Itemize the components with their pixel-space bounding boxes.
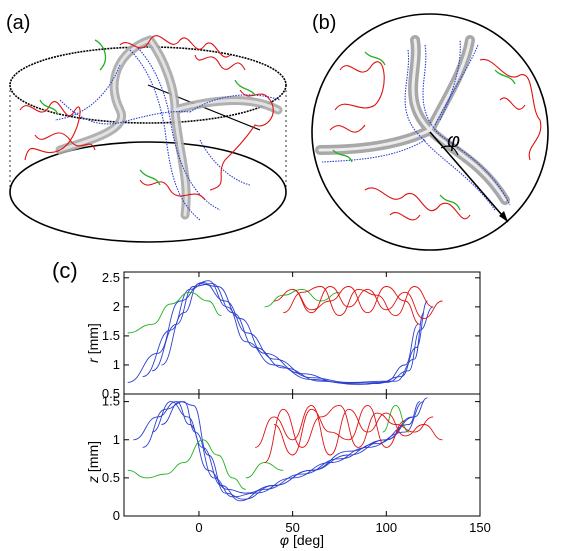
angle-label-b: φ — [447, 130, 460, 152]
traj-red-b6 — [389, 212, 421, 221]
traj-green-b1 — [364, 51, 386, 66]
traj-blue-b5 — [439, 39, 461, 121]
ribbon-highlight-b3 — [428, 38, 472, 132]
xlabel-unit: [deg] — [293, 532, 324, 548]
traj-green-b4 — [332, 149, 353, 163]
angle-arc-b — [440, 145, 459, 156]
ylabel-bottom-unit: [mm] — [85, 441, 101, 472]
xtick-label: 100 — [375, 520, 397, 535]
traj-green-b3 — [439, 194, 461, 211]
ribbon-a-highlight — [58, 38, 280, 217]
traj-green-b2 — [494, 69, 516, 85]
ribbon-highlight-a2 — [58, 38, 152, 152]
ytick-label: 2 — [113, 299, 120, 314]
traj-blue-b3 — [321, 139, 426, 163]
radius-arrowhead-b — [499, 211, 508, 222]
traj-blue-a4 — [189, 94, 281, 113]
xlabel-bottom: φ [deg] — [280, 532, 324, 548]
panel-label-c: (c) — [52, 258, 78, 283]
traj-red-b1 — [334, 61, 385, 111]
ytick-label: 2.5 — [102, 270, 120, 285]
series-line-blue — [161, 401, 413, 500]
series-line-green — [382, 404, 409, 433]
traj-blue-a2 — [137, 47, 221, 211]
ribbon-b-highlight — [318, 38, 507, 202]
traj-red-a5 — [194, 54, 246, 71]
chart-r-vs-phi: r [mm] 0.5 1 1.5 2 2.5 — [85, 270, 481, 401]
ylabel-top-symbol: r — [85, 357, 101, 363]
traj-green-a2 — [234, 79, 256, 96]
traj-red-b4 — [329, 124, 366, 133]
traj-blue-a1 — [129, 49, 201, 221]
series-line-red — [273, 404, 406, 456]
series-line-blue — [151, 401, 421, 502]
traj-red-a6 — [34, 132, 96, 151]
ylabel-top-unit: [mm] — [85, 323, 101, 354]
series-line-red — [273, 286, 443, 319]
xtick-label: 50 — [285, 520, 299, 535]
series-line-green — [127, 291, 222, 334]
traj-blue-b4 — [434, 44, 479, 126]
cylinder-outline-b — [311, 13, 549, 251]
series-line-blue — [127, 282, 419, 383]
chart-z-vs-phi: z [mm] φ [deg] 0 0.5 1 1.5 0 50 100 150 — [85, 393, 491, 548]
trajectories-blue-b — [321, 39, 511, 211]
xlabel-symbol: φ — [280, 532, 289, 548]
traj-green-a1 — [94, 39, 107, 71]
ytick-label: 1 — [113, 357, 120, 372]
traj-blue-b2 — [404, 49, 496, 211]
series-line-green — [245, 462, 284, 479]
traj-green-a3 — [139, 169, 161, 186]
series-line-green — [264, 288, 340, 308]
series-line-red — [264, 404, 434, 464]
traj-red-a4 — [139, 179, 206, 201]
ytick-label: 0.5 — [102, 386, 120, 401]
traj-red-a1 — [119, 35, 231, 58]
trajectories-green-b — [332, 51, 516, 211]
traj-red-a2 — [19, 101, 81, 161]
traj-red-a3 — [209, 89, 274, 191]
ylabel-bottom: z [mm] — [85, 441, 101, 484]
panel-label-a: (a) — [6, 12, 31, 34]
traj-blue-b1 — [422, 44, 511, 206]
ribbon-highlight-a3 — [173, 99, 280, 112]
ytick-label: 0 — [113, 508, 120, 523]
ytick-label: 0.5 — [102, 470, 120, 485]
series-line-red — [292, 286, 421, 325]
trajectories-blue-a — [54, 47, 281, 221]
series-line-red — [255, 404, 443, 456]
traj-green-a4 — [39, 99, 59, 116]
ytick-label: 1.5 — [102, 394, 120, 409]
trajectories-red-a — [19, 35, 274, 201]
ylabel-top: r [mm] — [85, 323, 101, 363]
series-line-blue — [151, 283, 425, 386]
diagram-b: φ — [311, 13, 549, 251]
traj-red-b3 — [364, 187, 471, 220]
ylabel-bottom-symbol: z — [85, 476, 101, 484]
xtick-label: 0 — [195, 520, 202, 535]
ribbon-highlight-b2 — [318, 128, 432, 152]
series-line-red — [283, 286, 434, 317]
traj-red-b5 — [499, 97, 526, 110]
ytick-label: 1.5 — [102, 328, 120, 343]
traj-blue-a5 — [54, 64, 121, 121]
plot-frame-bottom — [123, 393, 481, 517]
trajectories-green-a — [39, 39, 256, 186]
xtick-label: 150 — [469, 520, 491, 535]
trajectories-red-b — [329, 58, 542, 221]
panel-label-b: (b) — [312, 12, 337, 34]
ytick-label: 1 — [113, 432, 120, 447]
series-line-green — [127, 439, 246, 490]
traj-red-b2 — [479, 58, 542, 161]
